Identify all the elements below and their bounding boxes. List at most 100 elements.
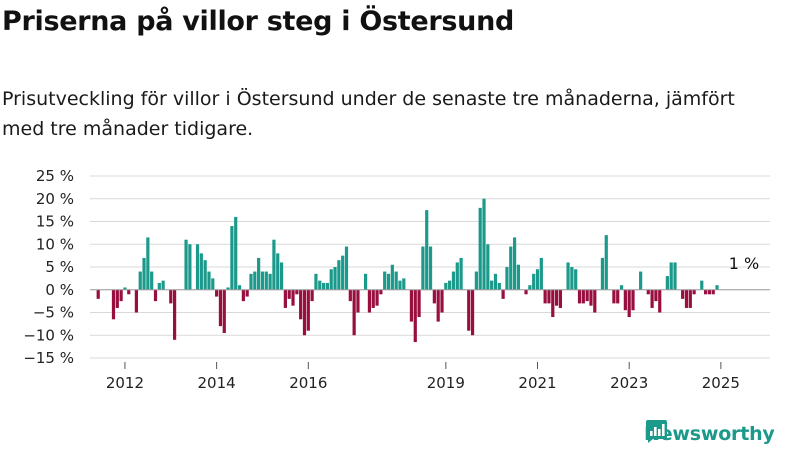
bar xyxy=(478,207,482,290)
bar xyxy=(237,285,242,290)
bar xyxy=(455,262,459,290)
bar xyxy=(337,260,341,290)
bar xyxy=(249,273,253,290)
newsworthy-logo: Newsworthy xyxy=(644,419,775,449)
bar xyxy=(512,237,517,290)
bar xyxy=(314,273,318,290)
y-tick-label: −10 % xyxy=(23,326,74,344)
bar xyxy=(150,271,154,290)
bar xyxy=(268,273,272,290)
bar xyxy=(440,289,444,313)
bar xyxy=(688,289,692,308)
bar xyxy=(490,280,494,290)
bar xyxy=(115,289,119,308)
x-tick-label: 2014 xyxy=(198,374,236,392)
bar xyxy=(138,271,142,290)
y-tick-label: −15 % xyxy=(23,349,74,367)
last-value-annotation: 1 % xyxy=(729,254,759,273)
bar xyxy=(497,282,501,290)
x-tick-label: 2012 xyxy=(106,374,144,392)
bar xyxy=(413,289,417,343)
bar xyxy=(257,257,261,290)
bar xyxy=(234,216,238,290)
bar xyxy=(272,239,276,290)
bar xyxy=(486,244,490,290)
y-tick-label: 20 % xyxy=(36,190,74,208)
bar xyxy=(341,255,345,290)
bar xyxy=(207,271,211,290)
bar xyxy=(623,289,627,311)
bar xyxy=(302,289,307,336)
bar xyxy=(570,267,574,290)
y-tick-label: 5 % xyxy=(45,258,74,276)
x-tick-label: 2019 xyxy=(427,374,465,392)
bar xyxy=(184,239,188,290)
bar xyxy=(650,289,654,308)
bar xyxy=(348,289,352,302)
bar xyxy=(551,289,555,318)
newsworthy-logo-text: Newsworthy xyxy=(644,423,775,445)
bar xyxy=(371,289,375,308)
bar xyxy=(516,264,520,290)
bar xyxy=(474,271,478,290)
bar xyxy=(218,289,223,327)
bar xyxy=(375,289,379,306)
bar xyxy=(581,289,585,304)
bar xyxy=(127,289,131,295)
bar xyxy=(188,244,192,290)
bar xyxy=(283,289,287,308)
bar xyxy=(299,289,303,320)
bar xyxy=(631,289,635,311)
bar xyxy=(493,273,498,290)
bar xyxy=(321,282,326,290)
bar xyxy=(715,285,719,290)
bar xyxy=(700,280,704,290)
bar xyxy=(658,289,662,313)
bar xyxy=(367,289,372,313)
bar xyxy=(96,289,100,299)
bar xyxy=(306,289,310,331)
bar xyxy=(482,198,486,290)
bar xyxy=(318,280,322,290)
bar xyxy=(619,285,624,290)
bar xyxy=(681,289,685,299)
bar xyxy=(639,271,643,290)
bar xyxy=(684,289,689,308)
y-tick-label: 0 % xyxy=(45,281,74,299)
newsworthy-logo-icon xyxy=(646,420,667,443)
bar xyxy=(134,289,138,313)
bar xyxy=(287,289,291,299)
bar xyxy=(555,289,559,306)
bar xyxy=(505,267,509,290)
x-tick-label: 2025 xyxy=(702,374,740,392)
x-tick-label: 2021 xyxy=(518,374,556,392)
bar xyxy=(574,269,578,290)
bar xyxy=(325,282,329,290)
x-tick-label: 2023 xyxy=(610,374,648,392)
bar xyxy=(344,246,349,290)
bar xyxy=(432,289,436,304)
bar xyxy=(417,289,421,318)
x-tick-label: 2016 xyxy=(289,374,327,392)
bar xyxy=(409,289,414,322)
bar xyxy=(600,257,605,290)
bar xyxy=(524,289,528,295)
bar xyxy=(390,264,394,290)
bar xyxy=(329,269,333,290)
bar xyxy=(276,253,280,290)
bar xyxy=(501,289,505,299)
y-tick-label: 15 % xyxy=(36,213,74,231)
bar xyxy=(612,289,616,304)
bar xyxy=(195,244,200,290)
bar xyxy=(577,289,582,304)
bar xyxy=(241,289,245,302)
bar xyxy=(123,287,127,290)
bar xyxy=(543,289,547,304)
bar xyxy=(153,289,158,302)
bar xyxy=(470,289,475,336)
bar xyxy=(279,262,284,290)
bar xyxy=(398,280,402,290)
bar xyxy=(558,289,563,308)
bar xyxy=(428,246,433,290)
